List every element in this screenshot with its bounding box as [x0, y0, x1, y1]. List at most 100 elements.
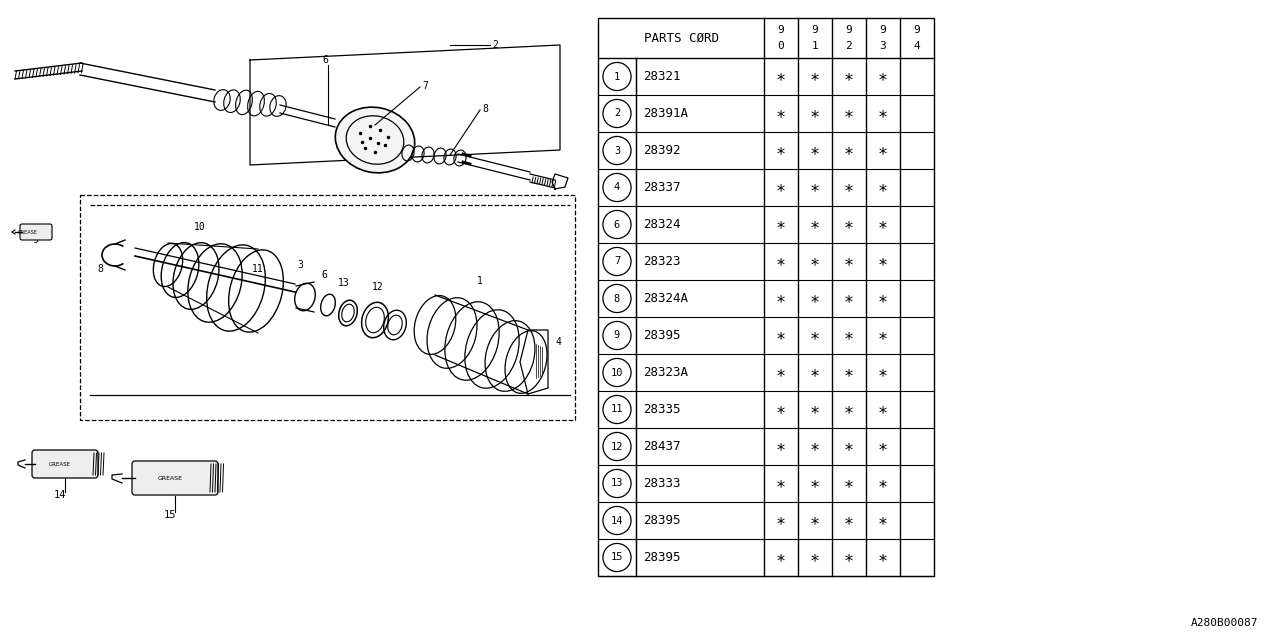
Text: ∗: ∗ [878, 438, 888, 456]
Text: ∗: ∗ [844, 179, 854, 196]
Text: 28391A: 28391A [643, 107, 689, 120]
Text: 28323: 28323 [643, 255, 681, 268]
Text: ∗: ∗ [844, 326, 854, 344]
Text: ∗: ∗ [776, 401, 786, 419]
Text: ∗: ∗ [776, 253, 786, 271]
Text: 28395: 28395 [643, 551, 681, 564]
Ellipse shape [335, 107, 415, 173]
Text: 28335: 28335 [643, 403, 681, 416]
Text: ∗: ∗ [844, 253, 854, 271]
Text: 9: 9 [32, 235, 38, 245]
Text: 14: 14 [611, 515, 623, 525]
Text: ∗: ∗ [810, 67, 820, 86]
Text: 9: 9 [846, 25, 852, 35]
Text: ∗: ∗ [776, 289, 786, 307]
Text: 4: 4 [614, 182, 620, 193]
Text: 9: 9 [778, 25, 785, 35]
Text: 1: 1 [614, 72, 620, 81]
Text: ∗: ∗ [844, 401, 854, 419]
Text: ∗: ∗ [776, 548, 786, 566]
Text: 13: 13 [611, 479, 623, 488]
Bar [598, 18, 934, 576]
Text: ∗: ∗ [776, 511, 786, 529]
Text: ∗: ∗ [810, 104, 820, 122]
Text: 15: 15 [164, 510, 177, 520]
Text: 9: 9 [812, 25, 818, 35]
Text: 12: 12 [611, 442, 623, 451]
Text: 7: 7 [614, 257, 620, 266]
Text: 8: 8 [483, 104, 488, 114]
Text: 4: 4 [914, 41, 920, 51]
Text: 6: 6 [323, 55, 328, 65]
Text: ∗: ∗ [776, 326, 786, 344]
Text: ∗: ∗ [810, 253, 820, 271]
Text: 3: 3 [614, 145, 620, 156]
Text: 12: 12 [372, 282, 384, 292]
Text: ∗: ∗ [810, 141, 820, 159]
Text: ∗: ∗ [878, 67, 888, 86]
Text: ∗: ∗ [844, 474, 854, 493]
FancyBboxPatch shape [20, 224, 52, 240]
Text: 28333: 28333 [643, 477, 681, 490]
Text: 2: 2 [614, 109, 620, 118]
Text: ∗: ∗ [810, 216, 820, 234]
Text: ∗: ∗ [810, 474, 820, 493]
Text: 28392: 28392 [643, 144, 681, 157]
Text: 28324A: 28324A [643, 292, 689, 305]
Text: 13: 13 [338, 278, 349, 288]
Text: ∗: ∗ [878, 104, 888, 122]
Text: ∗: ∗ [878, 511, 888, 529]
Text: 8: 8 [97, 264, 102, 274]
Text: ∗: ∗ [810, 548, 820, 566]
Text: 1: 1 [477, 276, 483, 286]
Text: GREASE: GREASE [157, 476, 183, 481]
FancyBboxPatch shape [32, 450, 99, 478]
Text: ∗: ∗ [844, 511, 854, 529]
Text: ∗: ∗ [878, 474, 888, 493]
Text: GREASE: GREASE [49, 461, 70, 467]
Text: ∗: ∗ [878, 548, 888, 566]
Text: ∗: ∗ [844, 438, 854, 456]
Text: ∗: ∗ [810, 289, 820, 307]
Text: 15: 15 [611, 552, 623, 563]
Text: ∗: ∗ [844, 289, 854, 307]
Text: ∗: ∗ [810, 438, 820, 456]
Text: 3: 3 [297, 260, 303, 270]
Text: 28395: 28395 [643, 329, 681, 342]
Text: ∗: ∗ [844, 141, 854, 159]
Text: 2: 2 [846, 41, 852, 51]
Text: ∗: ∗ [810, 179, 820, 196]
Text: 6: 6 [321, 270, 326, 280]
Text: 8: 8 [614, 294, 620, 303]
Text: ∗: ∗ [776, 438, 786, 456]
Text: 3: 3 [879, 41, 886, 51]
Text: ∗: ∗ [776, 216, 786, 234]
Text: GREASE: GREASE [18, 230, 38, 236]
Text: ∗: ∗ [810, 401, 820, 419]
Text: ∗: ∗ [776, 179, 786, 196]
Text: 28395: 28395 [643, 514, 681, 527]
Text: 14: 14 [54, 490, 67, 500]
FancyBboxPatch shape [132, 461, 218, 495]
Text: ∗: ∗ [776, 474, 786, 493]
Text: ∗: ∗ [878, 326, 888, 344]
Text: 11: 11 [252, 264, 264, 274]
Text: ∗: ∗ [776, 364, 786, 381]
Text: ∗: ∗ [844, 364, 854, 381]
Text: ∗: ∗ [810, 326, 820, 344]
Text: 6: 6 [614, 220, 620, 230]
Text: ∗: ∗ [844, 104, 854, 122]
Text: ∗: ∗ [878, 401, 888, 419]
Text: ∗: ∗ [810, 511, 820, 529]
Text: ∗: ∗ [878, 289, 888, 307]
Text: 0: 0 [778, 41, 785, 51]
Text: 1: 1 [812, 41, 818, 51]
Text: 7: 7 [422, 81, 428, 91]
Text: ∗: ∗ [878, 216, 888, 234]
Text: ∗: ∗ [810, 364, 820, 381]
Text: ∗: ∗ [844, 216, 854, 234]
Text: 28437: 28437 [643, 440, 681, 453]
Text: 4: 4 [556, 337, 561, 347]
Text: ∗: ∗ [776, 67, 786, 86]
Text: 10: 10 [611, 367, 623, 378]
